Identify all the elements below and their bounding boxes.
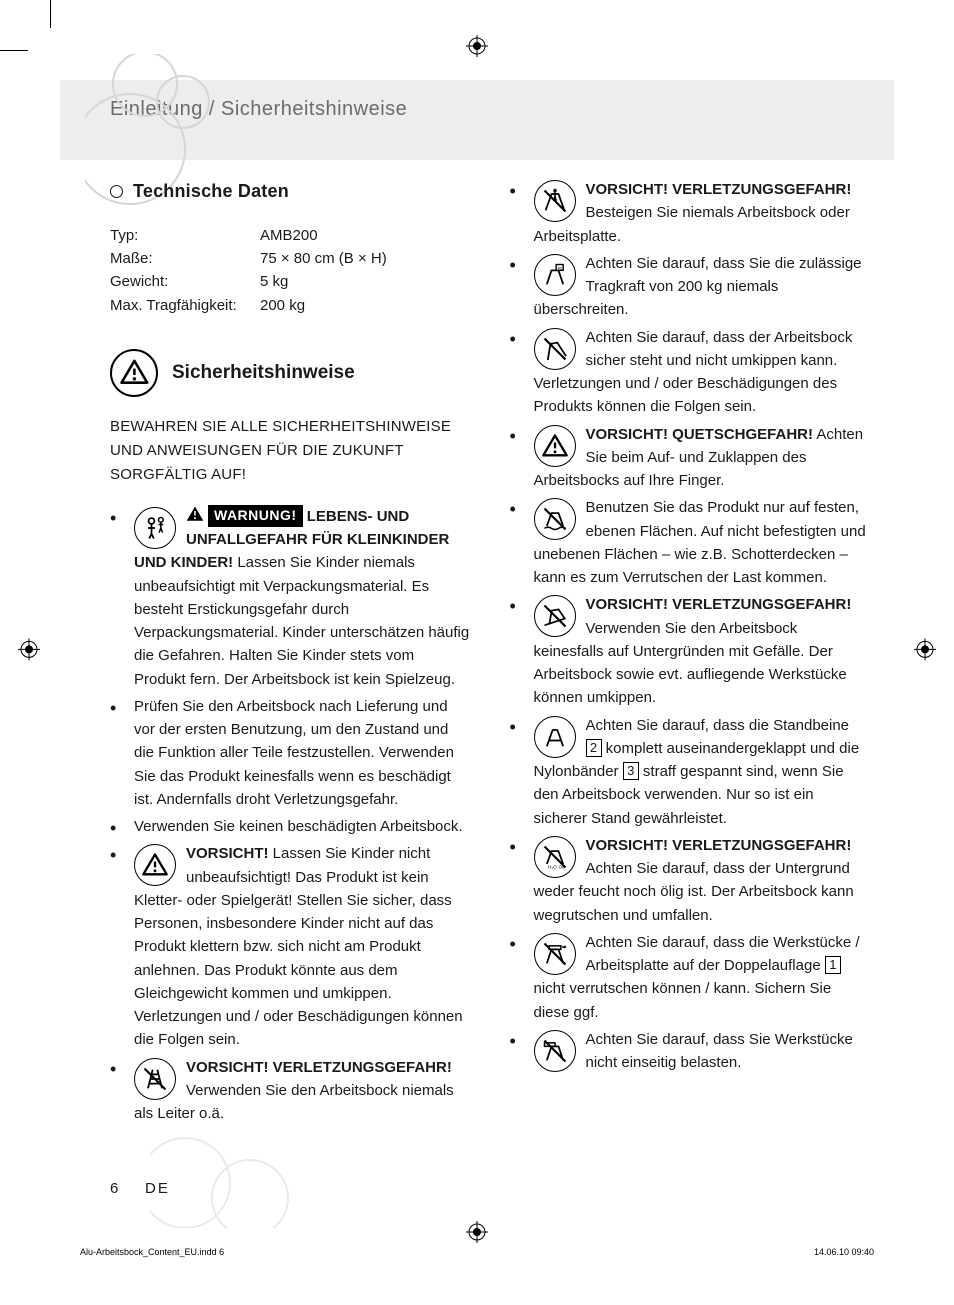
warning-item: VORSICHT! VERLETZUNGSGE­FAHR! Verwenden … <box>510 593 870 709</box>
warning-item: Achten Sie darauf, dass die Standbeine 2… <box>510 714 870 830</box>
warning-text: Benutzen Sie das Produkt nur auf festen,… <box>534 499 866 586</box>
warning-text: Verwenden Sie keinen beschädigten Arbeit… <box>134 818 463 835</box>
no-climb-icon <box>534 180 576 222</box>
warning-text: nicht verrutschen können / kann. Sichern… <box>534 980 832 1020</box>
warning-item: WARNUNG! LEBENS- UND UNFALLGEFAHR FÜR KL… <box>110 505 470 691</box>
warning-text: Besteigen Sie niemals Arbeitsbock oder A… <box>534 204 850 244</box>
warning-text: Achten Sie darauf, dass Sie Werk­stücke … <box>586 1031 853 1071</box>
svg-text:kg: kg <box>557 266 561 270</box>
warning-text: Achten Sie darauf, dass der Untergrund w… <box>534 860 854 924</box>
decorative-circles-icon <box>150 1108 310 1235</box>
spec-value: 5 kg <box>260 270 288 293</box>
warning-triangle-icon <box>110 349 158 397</box>
spec-row: Maße:75 × 80 cm (B × H) <box>110 247 470 270</box>
safety-title: Sicherheitshinweise <box>172 358 355 387</box>
warning-item: Achten Sie darauf, dass die Werk­stücke … <box>510 931 870 1024</box>
no-slip-icon <box>534 933 576 975</box>
warning-bold: VORSICHT! VERLETZUNGSGE­FAHR! <box>586 181 852 198</box>
warning-item: H₂OOil VORSICHT! VERLETZUNGSGE­FAHR! Acht… <box>510 834 870 927</box>
warning-item: VORSICHT! VERLETZUNGSGE­FAHR! Besteigen … <box>510 178 870 248</box>
spec-table: Typ:AMB200Maße:75 × 80 cm (B × H)Gewicht… <box>110 224 470 317</box>
warn-tri-icon <box>134 844 176 886</box>
warn-tri-icon <box>534 425 576 467</box>
section-title-safety: Sicherheitshinweise <box>110 349 470 397</box>
tech-title: Technische Daten <box>133 178 289 206</box>
ref-number: 2 <box>586 739 602 757</box>
warning-item: kgAchten Sie darauf, dass Sie die zuläss… <box>510 252 870 322</box>
no-tilt-icon <box>534 328 576 370</box>
header-title: Einleitung / Sicherheitshinweise <box>110 98 407 120</box>
registration-mark-icon <box>18 638 40 667</box>
warning-item: Prüfen Sie den Arbeitsbock nach Lieferun… <box>110 695 470 811</box>
content-area: Technische Daten Typ:AMB200Maße:75 × 80 … <box>110 178 869 1165</box>
spec-label: Maße: <box>110 247 260 270</box>
spec-value: 200 kg <box>260 294 305 317</box>
spec-label: Gewicht: <box>110 270 260 293</box>
warning-item: Achten Sie darauf, dass der Arbeits­bock… <box>510 326 870 419</box>
warning-triangle-small-icon <box>186 505 204 521</box>
warning-item: Verwenden Sie keinen beschädigten Arbeit… <box>110 815 470 838</box>
keep-notice: BEWAHREN SIE ALLE SICHERHEITSHINWEISE UN… <box>110 415 470 487</box>
header-band: Einleitung / Sicherheitshinweise <box>60 80 894 160</box>
spec-row: Gewicht:5 kg <box>110 270 470 293</box>
warning-text: Achten Sie darauf, dass der Arbeits­bock… <box>534 329 853 416</box>
warning-bold: VORSICHT! QUETSCHGEFAHR! <box>586 426 814 443</box>
section-title-tech: Technische Daten <box>110 178 470 206</box>
child-icon <box>134 507 176 549</box>
no-uneven-icon <box>534 498 576 540</box>
spec-value: 75 × 80 cm (B × H) <box>260 247 387 270</box>
registration-mark-icon <box>466 35 488 64</box>
ref-number: 3 <box>623 762 639 780</box>
no-ladder-icon <box>134 1058 176 1100</box>
spec-value: AMB200 <box>260 224 318 247</box>
warning-badge: WARNUNG! <box>208 505 303 527</box>
legs-icon <box>534 716 576 758</box>
warning-list: WARNUNG! LEBENS- UND UNFALLGEFAHR FÜR KL… <box>110 178 869 1165</box>
imprint-file: Alu-Arbeitsbock_Content_EU.indd 6 <box>80 1246 224 1260</box>
warning-text: Achten Sie darauf, dass die Standbeine <box>586 717 850 734</box>
warning-text: Achten Sie darauf, dass Sie die zulässig… <box>534 255 862 319</box>
warning-bold: VORSICHT! VERLETZUNGSGE­FAHR! <box>186 1059 452 1076</box>
spec-row: Max. Tragfähigkeit:200 kg <box>110 294 470 317</box>
no-wet-icon: H₂OOil <box>534 836 576 878</box>
warning-text: Achten Sie darauf, dass die Werk­stücke … <box>586 934 860 974</box>
spec-row: Typ:AMB200 <box>110 224 470 247</box>
no-oneside-icon <box>534 1030 576 1072</box>
imprint-line: Alu-Arbeitsbock_Content_EU.indd 6 14.06.… <box>80 1246 874 1260</box>
registration-mark-icon <box>914 638 936 667</box>
warning-text: Lassen Sie Kinder niemals unbeaufsichtig… <box>134 554 469 687</box>
warning-bold: VORSICHT! VERLETZUNGSGE­FAHR! <box>586 837 852 854</box>
no-slope-icon <box>534 595 576 637</box>
warning-text: Prüfen Sie den Arbeitsbock nach Lieferun… <box>134 698 454 808</box>
crop-mark <box>0 50 28 51</box>
warning-item: VORSICHT! QUETSCHGEFAHR! Achten Sie beim… <box>510 423 870 493</box>
page-number: 6 <box>110 1180 120 1197</box>
warning-item: VORSICHT! Lassen Sie Kinder nicht unbeau… <box>110 842 470 1051</box>
spec-label: Typ: <box>110 224 260 247</box>
warning-text: Lassen Sie Kinder nicht unbeaufsichtigt!… <box>134 845 463 1048</box>
warning-text: Verwenden Sie den Arbeits­bock keinesfal… <box>534 620 847 707</box>
warning-item: Achten Sie darauf, dass Sie Werk­stücke … <box>510 1028 870 1075</box>
ref-number: 1 <box>825 956 841 974</box>
warning-item: Benutzen Sie das Produkt nur auf festen,… <box>510 496 870 589</box>
imprint-date: 14.06.10 09:40 <box>814 1246 874 1260</box>
spec-label: Max. Tragfähigkeit: <box>110 294 260 317</box>
warning-bold: VORSICHT! <box>186 845 269 862</box>
svg-text:H₂O: H₂O <box>548 864 557 869</box>
load-icon: kg <box>534 254 576 296</box>
crop-mark <box>50 0 51 28</box>
warning-bold: VORSICHT! VERLETZUNGSGE­FAHR! <box>586 596 852 613</box>
bullet-circle-icon <box>110 185 123 198</box>
